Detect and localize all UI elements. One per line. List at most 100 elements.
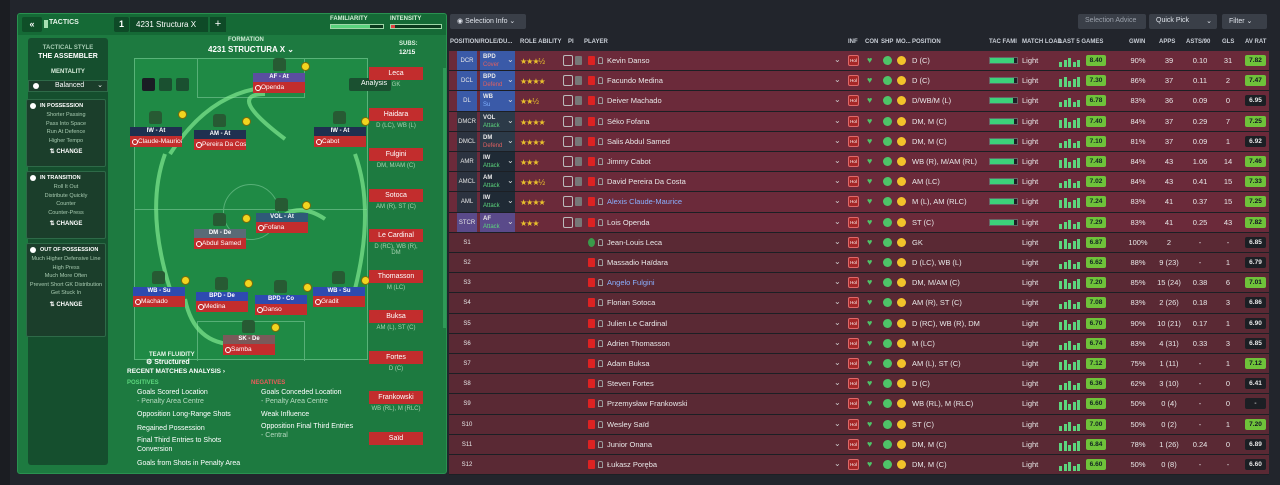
row-role-cell[interactable]: AF Attack [480, 212, 515, 232]
table-row[interactable]: S5 Julien Le Cardinal ⌄ Hol ♥ D (RC), WB (R),… [449, 313, 1269, 334]
row-position-slot[interactable]: STCR [457, 212, 477, 232]
player-instructions-icon[interactable] [563, 115, 573, 127]
in-transition-box[interactable]: IN TRANSITION Roll It Out Distribute Qui… [26, 171, 106, 239]
col-mo[interactable]: MO... [896, 39, 911, 45]
col-apps[interactable]: APPS [1159, 39, 1176, 45]
lock-icon[interactable] [575, 136, 582, 146]
row-position-slot[interactable]: S4 [463, 300, 471, 307]
chevron-down-icon[interactable]: ⌄ [834, 398, 841, 408]
row-position-slot[interactable]: S1 [463, 239, 471, 246]
table-row[interactable]: DMCR VOL Attack ⌄ ★★★★ Séko Fofana ⌄ Hol ♥ DM, M … [449, 111, 1269, 132]
tactical-style-name[interactable]: THE ASSEMBLER [38, 53, 98, 60]
analysis-button[interactable]: Analysis [349, 78, 391, 91]
sub-player[interactable]: Saïd [369, 432, 423, 447]
chevron-down-icon[interactable]: ⌄ [834, 459, 841, 468]
chevron-down-icon[interactable]: ⌄ [834, 418, 841, 428]
chevron-down-icon[interactable]: ⌄ [507, 75, 514, 85]
back-button[interactable]: « [22, 17, 42, 32]
row-position-slot[interactable]: DL [457, 91, 477, 111]
table-row[interactable]: S1 Jean-Louis Leca ⌄ Hol ♥ GK Light 6.87 100% 2 - -… [449, 232, 1269, 253]
player-instructions-icon[interactable] [563, 95, 573, 107]
table-row[interactable]: S8 Steven Fortes ⌄ Hol ♥ D (C) Light 6.36 62% 3 (… [449, 374, 1269, 395]
player-instructions-icon[interactable] [563, 55, 573, 66]
pitch-player[interactable]: BPD - Co Danso [255, 295, 307, 317]
mentality-dropdown[interactable]: Balanced ⌄ [28, 80, 108, 92]
row-role-cell[interactable]: DM Defend [480, 131, 515, 151]
table-row[interactable]: AMR IW Attack ⌄ ★★★ Jimmy Cabot ⌄ Hol ♥ WB (R), M… [449, 152, 1269, 173]
player-name[interactable]: Alexis Claude-Maurice [607, 197, 683, 207]
player-instructions-icon[interactable] [563, 156, 573, 167]
selection-advice-button[interactable]: Selection Advice [1078, 14, 1146, 29]
selection-info-dropdown[interactable]: ◉ Selection Info ⌄ [450, 14, 526, 29]
subs-scrollbar[interactable] [443, 68, 446, 328]
table-row[interactable]: DCL BPD Defend ⌄ ★★★★ Facundo Medina ⌄ Hol ♥ D (C… [449, 71, 1269, 92]
row-position-slot[interactable]: S11 [461, 441, 473, 448]
add-tactic-button[interactable]: + [210, 17, 226, 32]
player-name[interactable]: Massadio Haïdara [607, 258, 668, 267]
row-position-slot[interactable]: S5 [463, 320, 471, 327]
col-av-rat[interactable]: AV RAT [1245, 39, 1267, 45]
chevron-down-icon[interactable]: ⌄ [834, 236, 841, 246]
chevron-down-icon[interactable]: ⌄ [507, 156, 514, 165]
row-role-cell[interactable]: IW Attack [480, 192, 515, 212]
it-change-button[interactable]: ⇅ CHANGE [49, 221, 83, 227]
row-position-slot[interactable]: S10 [461, 421, 473, 428]
col-position[interactable]: POSITION [912, 39, 941, 45]
row-position-slot[interactable]: S6 [463, 340, 471, 347]
sub-player[interactable]: Le Cardinal D (RC), WB (R), DM [369, 229, 423, 256]
player-name[interactable]: Junior Onana [607, 439, 653, 449]
lock-icon[interactable] [575, 76, 582, 86]
chevron-down-icon[interactable]: ⌄ [834, 317, 841, 327]
out-possession-box[interactable]: OUT OF POSSESSION Much Higher Defensive … [26, 243, 106, 337]
player-name[interactable]: David Pereira Da Costa [607, 177, 686, 187]
lock-icon[interactable] [575, 157, 582, 166]
player-name[interactable]: Salis Abdul Samed [607, 136, 670, 146]
col-role-ability[interactable]: ROLE ABILITY [520, 39, 562, 45]
player-name[interactable]: Wesley Saïd [607, 419, 649, 429]
pitch-player[interactable]: BPD - De Medina [196, 292, 248, 314]
row-role-cell[interactable]: VOL Attack [480, 111, 515, 131]
pitch-player[interactable]: SK - De Samba [223, 335, 275, 357]
pitch-player[interactable]: IW - At Claude-Maurice [130, 127, 182, 149]
list-view-icon[interactable] [176, 78, 189, 91]
sub-player[interactable]: Leca GK [369, 67, 423, 88]
row-position-slot[interactable]: S3 [463, 280, 471, 287]
col-con[interactable]: CON [865, 39, 879, 45]
pitch-player[interactable]: AF - At Openda [253, 73, 305, 95]
tactic-slot-number[interactable]: 1 [114, 17, 129, 32]
table-row[interactable]: S3 Angelo Fulgini ⌄ Hol ♥ DM, M/AM (C) Light 7.… [449, 273, 1269, 294]
row-position-slot[interactable]: AMR [457, 152, 477, 172]
chevron-down-icon[interactable]: ⌄ [834, 135, 841, 145]
col-tac-fami[interactable]: TAC FAMI [989, 39, 1017, 45]
col-gls[interactable]: GLS [1222, 39, 1235, 45]
lock-icon[interactable] [575, 96, 582, 106]
col-position-role[interactable]: POSITION/ROLE/DU... [450, 39, 513, 45]
pitch-player[interactable]: WB - Su Machado [133, 287, 185, 309]
in-possession-box[interactable]: IN POSSESSION Shorter Passing Pass Into … [26, 99, 106, 167]
chevron-down-icon[interactable]: ⌄ [507, 135, 514, 145]
row-position-slot[interactable]: S9 [463, 401, 471, 408]
player-name[interactable]: Przemysław Frankowski [607, 399, 688, 409]
player-instructions-icon[interactable] [563, 135, 573, 147]
sub-player[interactable]: Frankowski WB (RL), M (RLC) [369, 391, 423, 412]
chevron-down-icon[interactable]: ⌄ [834, 257, 841, 266]
col-asts[interactable]: ASTS/90 [1186, 39, 1211, 45]
chevron-down-icon[interactable]: ⌄ [507, 55, 514, 64]
col-match-load[interactable]: MATCH LOAD [1022, 39, 1062, 45]
filter-button[interactable]: Filter ⌄ [1222, 14, 1267, 29]
row-position-slot[interactable]: DCL [457, 71, 477, 91]
quick-pick-button[interactable]: Quick Pick ⌄ [1149, 14, 1217, 29]
sub-player[interactable]: Fortes D (C) [369, 351, 423, 372]
row-position-slot[interactable]: S2 [463, 260, 471, 266]
row-role-cell[interactable]: AM Attack [480, 172, 515, 192]
ip-change-button[interactable]: ⇅ CHANGE [49, 149, 83, 155]
player-name[interactable]: Kevin Danso [607, 56, 650, 65]
op-change-button[interactable]: ⇅ CHANGE [49, 301, 83, 308]
chevron-down-icon[interactable]: ⌄ [507, 216, 514, 226]
row-position-slot[interactable]: DMCR [457, 111, 477, 131]
table-row[interactable]: DL WB Su ⌄ ★★½ Deiver Machado ⌄ Hol ♥ D/WB/M (L) L… [449, 91, 1269, 112]
player-instructions-icon[interactable] [563, 196, 573, 208]
table-row[interactable]: AMCL AM Attack ⌄ ★★★½ David Pereira Da Costa ⌄… [449, 172, 1269, 193]
row-role-cell[interactable]: BPD Cover [480, 51, 515, 71]
